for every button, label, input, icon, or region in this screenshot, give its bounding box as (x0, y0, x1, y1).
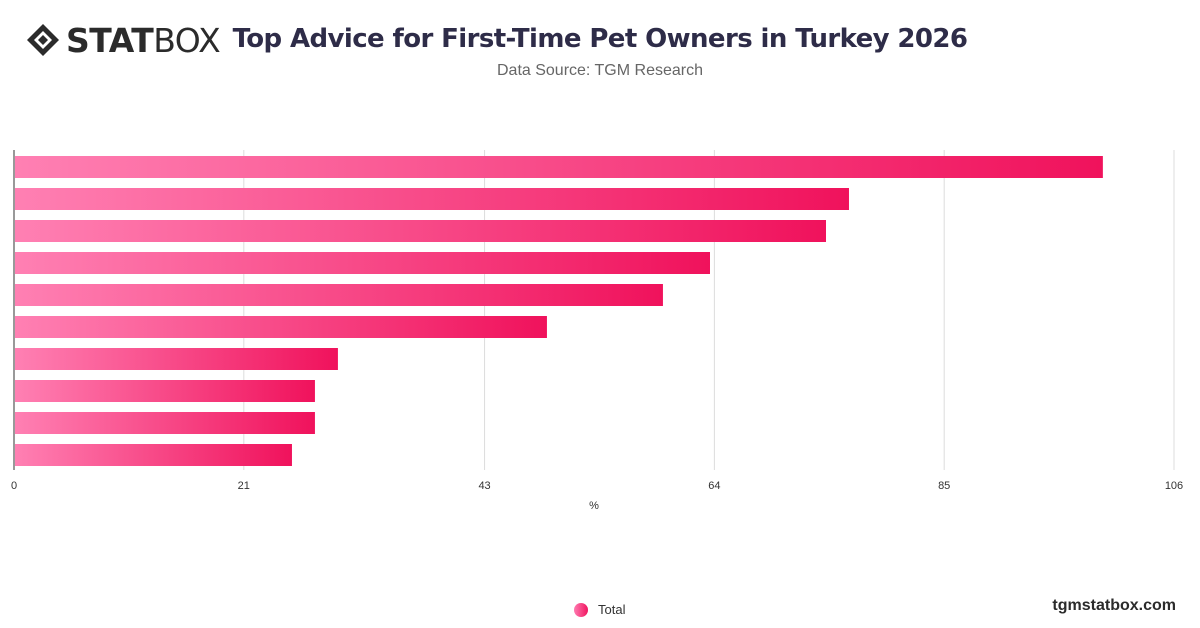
legend-marker (574, 602, 588, 617)
chart-title: Top Advice for First-Time Pet Owners in … (232, 24, 968, 54)
logo-wordmark: STAT BOX (66, 20, 221, 60)
bar[interactable] (15, 380, 315, 402)
x-tick-label: 106 (1165, 480, 1183, 492)
x-axis-label: % (589, 500, 599, 512)
x-tick-label: 85 (938, 480, 950, 492)
bar[interactable] (15, 412, 315, 434)
bar[interactable] (15, 220, 826, 242)
logo-text-bold: STAT (66, 20, 154, 60)
x-tick-label: 0 (11, 480, 17, 492)
bar[interactable] (15, 188, 849, 210)
bar[interactable] (15, 348, 338, 370)
x-tick-label: 21 (238, 480, 250, 492)
statbox-logo[interactable]: STAT BOX (26, 20, 221, 60)
statbox-diamond-icon (27, 24, 59, 56)
x-axis-ticks: 0 21 43 64 85 106 (11, 480, 1183, 492)
bar[interactable] (15, 252, 710, 274)
bar[interactable] (15, 316, 547, 338)
chart-subtitle: Data Source: TGM Research (496, 62, 703, 79)
x-tick-label: 43 (478, 480, 490, 492)
bar[interactable] (15, 156, 1103, 178)
legend[interactable]: Total (574, 602, 625, 617)
logo-text-light: BOX (153, 20, 221, 60)
bar[interactable] (15, 284, 663, 306)
legend-label: Total (598, 602, 626, 617)
bars (15, 156, 1103, 466)
x-tick-label: 64 (708, 480, 720, 492)
bar[interactable] (15, 444, 292, 466)
footer-url[interactable]: tgmstatbox.com (1052, 597, 1176, 614)
